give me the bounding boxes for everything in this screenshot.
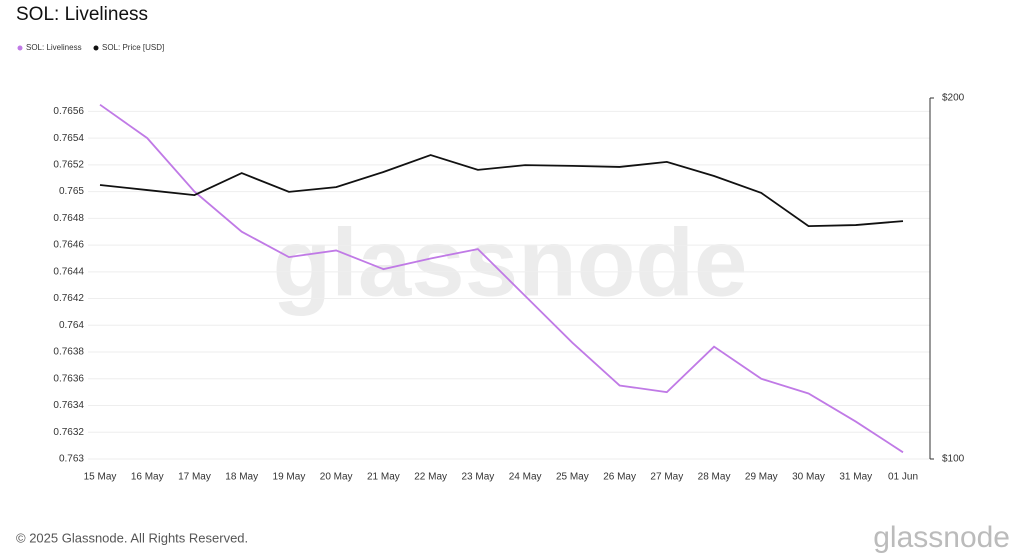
y-tick-label: 0.763 bbox=[59, 454, 84, 465]
x-tick-label: 18 May bbox=[225, 472, 258, 483]
x-tick-label: 15 May bbox=[84, 472, 117, 483]
y-tick-label: 0.7654 bbox=[53, 133, 84, 144]
x-tick-label: 28 May bbox=[698, 472, 731, 483]
x-tick-label: 19 May bbox=[273, 472, 306, 483]
y-tick-label: 0.7636 bbox=[53, 373, 84, 384]
y-tick-label: 0.7652 bbox=[53, 159, 84, 170]
legend-marker bbox=[93, 45, 99, 51]
x-tick-label: 23 May bbox=[461, 472, 494, 483]
y-tick-label: 0.7632 bbox=[53, 427, 84, 438]
y-tick-label: 0.7648 bbox=[53, 213, 84, 224]
x-tick-label: 17 May bbox=[178, 472, 211, 483]
y-tick-label: 0.7642 bbox=[53, 293, 84, 304]
x-tick-label: 21 May bbox=[367, 472, 400, 483]
x-tick-label: 31 May bbox=[839, 472, 872, 483]
legend-label: SOL: Liveliness bbox=[26, 43, 82, 52]
chart-title: SOL: Liveliness bbox=[16, 4, 148, 25]
x-tick-label: 26 May bbox=[603, 472, 636, 483]
x-tick-label: 24 May bbox=[509, 472, 542, 483]
y-tick-label: 0.765 bbox=[59, 186, 84, 197]
legend-label: SOL: Price [USD] bbox=[102, 43, 164, 52]
y-tick-label: 0.7646 bbox=[53, 240, 84, 251]
x-tick-label: 16 May bbox=[131, 472, 164, 483]
x-tick-label: 27 May bbox=[650, 472, 683, 483]
x-tick-label: 22 May bbox=[414, 472, 447, 483]
y-tick-label: 0.764 bbox=[59, 320, 84, 331]
series-line bbox=[99, 103, 904, 454]
series-line bbox=[99, 154, 904, 228]
y-tick-label: 0.7638 bbox=[53, 347, 84, 358]
y2-tick-label: $200 bbox=[942, 93, 965, 104]
y-tick-label: 0.7656 bbox=[53, 106, 84, 117]
legend-marker bbox=[17, 45, 23, 51]
footer: © 2025 Glassnode. All Rights Reserved. bbox=[16, 530, 248, 545]
x-tick-label: 29 May bbox=[745, 472, 778, 483]
x-tick-label: 25 May bbox=[556, 472, 589, 483]
y2-tick-label: $100 bbox=[942, 454, 965, 465]
watermark: glassnode bbox=[273, 209, 748, 316]
x-tick-label: 01 Jun bbox=[888, 472, 918, 483]
x-tick-label: 20 May bbox=[320, 472, 353, 483]
y-tick-label: 0.7644 bbox=[53, 266, 84, 277]
x-tick-label: 30 May bbox=[792, 472, 825, 483]
y-tick-label: 0.7634 bbox=[53, 400, 84, 411]
logo: glassnode bbox=[873, 521, 1010, 554]
